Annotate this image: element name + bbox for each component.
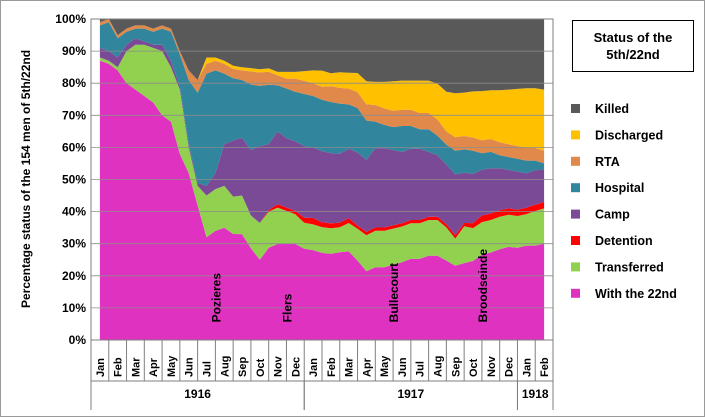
x-tick-label-month: Aug xyxy=(219,356,231,377)
legend-swatch xyxy=(571,183,580,193)
chart-title-line-2: 5th/22nd xyxy=(606,47,660,62)
area-with-the-22nd xyxy=(99,60,545,340)
x-tick-label-month: Feb xyxy=(539,357,551,377)
x-tick-label-month: Mar xyxy=(344,357,356,377)
area-rta xyxy=(99,19,545,164)
chart-title-line-1: Status of the xyxy=(593,30,673,45)
x-tick-label-month: Sep xyxy=(450,357,462,377)
y-tick-label: 20% xyxy=(62,269,86,283)
legend-label: Transferred xyxy=(595,260,664,274)
annotation-bullecourt: Bullecourt xyxy=(387,263,401,322)
legend-swatch xyxy=(571,262,580,272)
annotation-broodseinde: Broodseinde xyxy=(476,249,490,323)
y-tick-label: 0% xyxy=(69,333,87,347)
y-tick-label: 40% xyxy=(62,205,86,219)
y-tick-label: 100% xyxy=(55,12,86,26)
x-tick-label-month: Feb xyxy=(326,357,338,377)
legend-label: Detention xyxy=(595,234,653,248)
x-tick-label-month: Feb xyxy=(113,357,125,377)
area-killed xyxy=(99,19,545,94)
x-year-label: 1918 xyxy=(522,387,549,401)
y-tick-label: 80% xyxy=(62,76,86,90)
legend-swatch xyxy=(571,209,580,219)
x-tick-label-month: Nov xyxy=(486,355,498,377)
annotation-flers: Flers xyxy=(281,293,295,322)
legend-label: Killed xyxy=(595,102,629,116)
area-camp xyxy=(99,38,545,236)
x-tick-label-month: May xyxy=(379,355,391,377)
x-tick-label-month: Nov xyxy=(273,355,285,377)
x-tick-label-month: Jul xyxy=(202,361,214,377)
area-hospital xyxy=(99,22,545,186)
y-tick-label: 90% xyxy=(62,44,86,58)
x-tick-label-month: Sep xyxy=(237,357,249,377)
x-tick-label-month: Jun xyxy=(184,357,196,377)
legend-label: Hospital xyxy=(595,181,644,195)
x-tick-label-month: Jan xyxy=(308,358,320,377)
legend-swatch xyxy=(571,104,580,113)
x-year-label: 1917 xyxy=(397,387,424,401)
y-tick-label: 30% xyxy=(62,237,86,251)
x-tick-label-month: Oct xyxy=(468,358,480,377)
legend-swatch xyxy=(571,156,580,166)
x-tick-label-month: Jul xyxy=(415,361,427,377)
y-tick-label: 60% xyxy=(62,140,86,154)
x-tick-label-month: Jan xyxy=(521,358,533,377)
legend-swatch xyxy=(571,236,580,245)
y-tick-label: 50% xyxy=(62,173,86,187)
x-tick-label-month: Dec xyxy=(290,357,302,377)
x-tick-label-month: Dec xyxy=(504,357,516,377)
x-tick-label-month: Mar xyxy=(130,357,142,377)
legend-label: Camp xyxy=(595,208,630,222)
x-tick-label-month: Oct xyxy=(255,358,267,377)
x-tick-label-month: Apr xyxy=(148,357,160,377)
area-transferred xyxy=(99,44,545,272)
legend-swatch xyxy=(571,288,580,298)
legend-swatch xyxy=(571,130,580,140)
x-tick-label-month: Aug xyxy=(433,356,445,377)
y-tick-label: 10% xyxy=(62,301,86,315)
legend-label: RTA xyxy=(595,155,620,169)
y-axis-label: Percentage status of the 154 men of 5th/… xyxy=(19,50,33,308)
legend-label: Discharged xyxy=(595,128,663,142)
chart-title-box: Status of the 5th/22nd xyxy=(572,20,694,72)
area-discharged xyxy=(99,19,545,151)
annotation-pozieres: Pozieres xyxy=(209,273,223,323)
x-year-label: 1916 xyxy=(184,387,211,401)
y-tick-label: 70% xyxy=(62,108,86,122)
legend-label: With the 22nd xyxy=(595,287,677,301)
x-tick-label-month: Jun xyxy=(397,357,409,377)
x-tick-label-month: Jan xyxy=(95,358,107,377)
x-tick-label-month: Apr xyxy=(361,357,373,377)
x-tick-label-month: May xyxy=(166,355,178,377)
